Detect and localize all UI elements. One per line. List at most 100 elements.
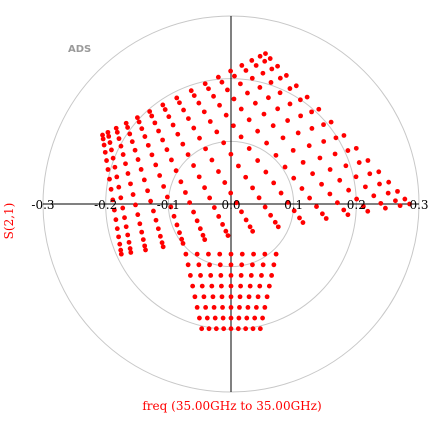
data-point <box>266 283 272 289</box>
data-point <box>260 70 266 76</box>
data-point <box>202 185 207 191</box>
data-point <box>237 305 242 310</box>
data-point <box>216 169 221 174</box>
data-point <box>225 87 230 93</box>
data-point <box>268 212 274 218</box>
data-point <box>282 164 288 170</box>
data-point <box>104 158 109 163</box>
data-point <box>111 207 117 213</box>
data-point <box>291 175 297 181</box>
data-point <box>114 174 120 180</box>
data-point <box>222 180 228 185</box>
data-point <box>353 174 359 180</box>
data-point <box>228 283 234 289</box>
data-point <box>319 211 325 217</box>
data-point <box>278 190 284 196</box>
data-point <box>197 135 202 141</box>
data-point <box>114 226 120 232</box>
data-point <box>160 102 166 108</box>
data-point <box>255 294 261 300</box>
data-point <box>243 326 249 332</box>
data-point <box>297 97 303 103</box>
data-point <box>262 58 268 64</box>
data-point <box>271 262 277 268</box>
data-point <box>228 273 234 278</box>
data-point <box>125 125 130 130</box>
data-point <box>377 181 382 187</box>
data-point <box>317 155 323 161</box>
data-point <box>210 294 216 300</box>
data-point <box>125 171 131 176</box>
data-point <box>273 251 279 257</box>
data-point <box>116 234 121 240</box>
data-point <box>186 116 191 121</box>
data-point <box>217 251 223 257</box>
data-point <box>177 100 182 106</box>
data-point <box>220 305 225 310</box>
data-point <box>123 224 129 230</box>
data-point <box>180 241 186 246</box>
data-point <box>264 294 270 300</box>
data-point <box>148 198 154 204</box>
data-point <box>219 79 225 85</box>
data-point <box>335 200 340 206</box>
data-point <box>207 262 212 268</box>
data-point <box>378 200 384 206</box>
data-point <box>126 239 132 245</box>
data-point <box>231 123 236 129</box>
data-point <box>239 209 244 215</box>
data-point <box>120 205 126 211</box>
data-point <box>135 157 141 162</box>
data-point <box>178 179 184 185</box>
data-point <box>191 209 196 215</box>
data-point <box>275 224 281 230</box>
data-point <box>228 326 234 332</box>
data-point <box>219 283 224 289</box>
data-point <box>187 273 193 278</box>
data-point <box>314 204 319 210</box>
data-point <box>194 251 200 257</box>
data-point <box>393 198 398 204</box>
data-point <box>217 102 222 108</box>
data-point <box>272 219 278 225</box>
data-point <box>105 129 111 135</box>
data-point <box>243 217 249 223</box>
data-point <box>174 222 180 228</box>
data-point <box>219 294 225 300</box>
data-point <box>300 220 306 225</box>
data-point <box>293 83 299 89</box>
data-point <box>280 135 286 141</box>
data-point <box>120 152 126 157</box>
data-point <box>332 151 338 157</box>
tick-label: -0.3 <box>31 198 54 212</box>
data-point <box>271 180 277 186</box>
data-point <box>269 66 275 72</box>
data-point <box>213 326 219 332</box>
data-point <box>128 250 134 255</box>
data-point <box>190 283 196 289</box>
data-point <box>129 139 135 145</box>
data-point <box>307 195 312 201</box>
data-point <box>309 126 315 131</box>
data-point <box>161 184 167 189</box>
data-point <box>262 204 268 210</box>
data-point <box>291 208 297 214</box>
data-point <box>341 207 347 213</box>
data-point <box>337 177 343 183</box>
data-point <box>156 128 161 134</box>
data-point <box>238 134 244 140</box>
data-point <box>206 86 211 92</box>
data-point <box>365 158 371 163</box>
data-point <box>247 283 253 289</box>
data-point <box>287 101 293 107</box>
data-point <box>202 237 208 243</box>
data-point <box>252 315 258 321</box>
data-point <box>133 202 138 208</box>
data-point <box>151 208 156 214</box>
data-point <box>139 126 145 132</box>
data-point <box>298 113 304 119</box>
data-point <box>109 147 114 153</box>
data-point <box>209 157 215 163</box>
data-point <box>138 167 144 172</box>
data-point <box>383 205 388 211</box>
